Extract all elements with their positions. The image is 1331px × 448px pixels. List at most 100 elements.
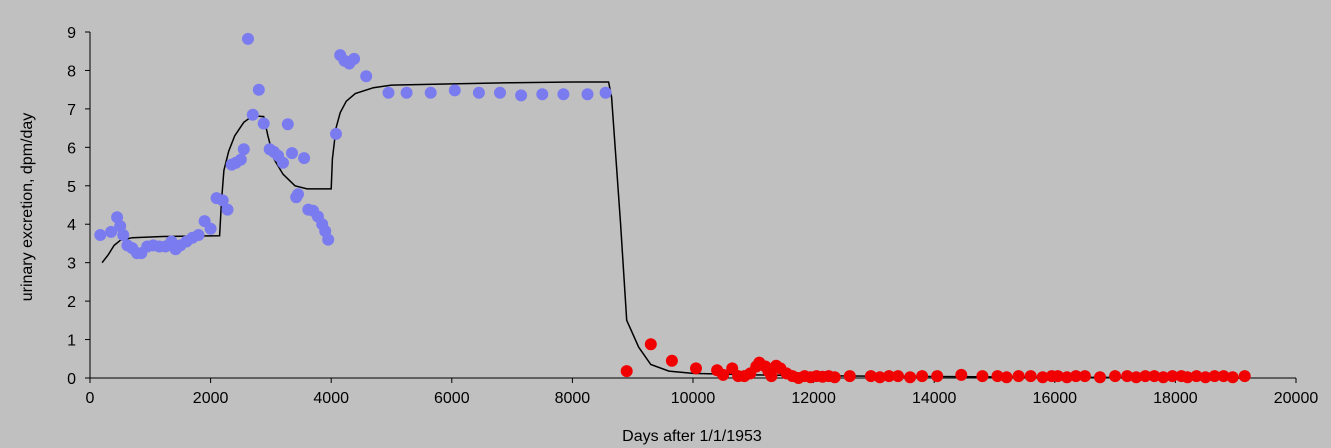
data-point [1199, 371, 1212, 384]
data-point [246, 108, 259, 121]
data-point [1166, 370, 1179, 383]
data-point [1078, 370, 1091, 383]
data-point [400, 86, 413, 99]
data-point [1036, 371, 1049, 384]
data-point [360, 70, 373, 83]
data-point [904, 371, 917, 384]
data-point [277, 156, 289, 169]
data-point [828, 371, 841, 384]
data-point [257, 117, 270, 130]
x-tick-label: 6000 [434, 390, 470, 407]
x-tick-label: 12000 [791, 390, 836, 407]
x-tick-label: 10000 [671, 390, 716, 407]
x-tick-label: 18000 [1153, 390, 1198, 407]
data-point [931, 370, 944, 383]
data-point [330, 127, 342, 140]
y-tick-label: 7 [67, 102, 76, 119]
data-point [883, 370, 895, 383]
data-point [1060, 371, 1073, 384]
data-point [873, 371, 886, 384]
data-point [242, 32, 254, 45]
data-point [216, 194, 229, 207]
y-tick-label: 8 [67, 63, 76, 80]
data-point [382, 86, 395, 99]
data-point [864, 370, 877, 383]
data-point [1238, 370, 1251, 383]
model-layer [101, 81, 1248, 379]
x-tick-label: 14000 [912, 390, 957, 407]
data-point [281, 118, 294, 131]
data-point [620, 365, 633, 378]
data-point [117, 229, 130, 241]
y-tick-label: 6 [67, 140, 76, 157]
data-point [448, 84, 461, 97]
data-point [298, 152, 311, 165]
data-point [955, 368, 968, 381]
data-point [494, 86, 506, 99]
x-tick-label: 20000 [1274, 390, 1319, 407]
data-point [599, 86, 612, 99]
data-point [424, 86, 437, 99]
data-point [252, 83, 265, 96]
data-point [717, 368, 730, 381]
data-point [916, 370, 929, 383]
data-point [1012, 370, 1025, 383]
points-layer [94, 32, 1251, 384]
y-tick-label: 4 [67, 217, 76, 234]
data-point [1069, 370, 1082, 383]
data-point [1024, 370, 1037, 383]
data-point [1139, 370, 1152, 383]
data-point [1190, 370, 1203, 383]
data-point [204, 222, 217, 235]
data-point [221, 203, 234, 216]
data-point [665, 354, 678, 367]
data-point [1094, 371, 1106, 384]
data-point [322, 233, 335, 246]
data-point [976, 370, 989, 383]
y-tick-label: 3 [67, 256, 76, 273]
data-point [536, 88, 549, 101]
data-point [472, 86, 485, 99]
model-line [101, 81, 1248, 379]
x-tick-label: 0 [86, 390, 95, 407]
data-point [94, 229, 107, 241]
data-point [1217, 370, 1230, 383]
y-tick-label: 0 [67, 371, 76, 388]
y-axis-title: urinary excretion, dpm/day [19, 113, 36, 302]
data-point [1051, 370, 1064, 383]
data-point [1157, 371, 1170, 384]
data-point [991, 370, 1004, 383]
data-point [644, 338, 657, 351]
data-point [515, 89, 528, 102]
data-point [843, 370, 856, 383]
data-point [192, 229, 205, 241]
x-tick-label: 8000 [555, 390, 591, 407]
data-point [286, 147, 298, 160]
data-point [105, 225, 118, 238]
data-point [557, 88, 570, 101]
data-point [581, 88, 594, 101]
y-tick-label: 1 [67, 333, 76, 350]
data-point [237, 143, 250, 156]
data-point [292, 188, 304, 201]
data-point [1181, 371, 1194, 384]
data-point [1000, 371, 1013, 384]
x-axis-title: Days after 1/1/1953 [622, 428, 762, 445]
data-point [234, 153, 247, 166]
data-point [765, 370, 778, 383]
data-point [1148, 370, 1161, 383]
data-point [1121, 370, 1134, 383]
data-point [1208, 370, 1221, 383]
data-point [690, 362, 702, 375]
y-tick-label: 9 [67, 25, 76, 42]
y-tick-label: 5 [67, 179, 76, 196]
x-tick-label: 4000 [313, 390, 349, 407]
data-point [1109, 370, 1122, 383]
data-point [348, 52, 361, 65]
data-point [892, 370, 904, 383]
x-tick-label: 16000 [1033, 390, 1078, 407]
data-point [1130, 371, 1143, 384]
